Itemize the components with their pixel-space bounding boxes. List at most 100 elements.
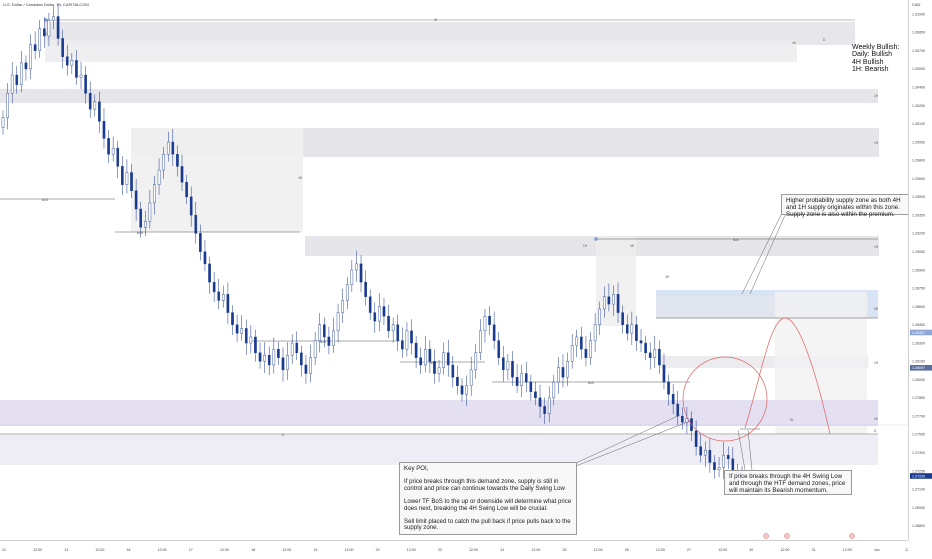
candle-body <box>65 56 69 66</box>
alert-icon[interactable] <box>763 533 769 539</box>
candle-body <box>263 355 266 362</box>
candle-body <box>469 369 473 386</box>
candle-body <box>612 294 615 305</box>
time-tick-label: 12:00 <box>469 548 478 552</box>
candle-body <box>625 324 629 334</box>
candle-body <box>203 251 207 265</box>
candle-body <box>277 348 280 358</box>
candle-body <box>222 294 225 301</box>
candle-body <box>300 352 303 366</box>
candle-body <box>350 269 354 285</box>
price-tick-label: 1.27250 <box>912 469 925 473</box>
price-axis-ticks: 1.31000 1.30850 1.30700 1.30550 1.30400 1.302… <box>910 12 932 528</box>
time-tick-label: 16 <box>127 548 131 552</box>
candle-body <box>240 328 243 334</box>
price-tick-label: 1.29500 <box>912 195 925 199</box>
candle-body <box>460 385 464 395</box>
candle-body <box>401 340 404 350</box>
time-tick-label: 12:00 <box>95 548 104 552</box>
candle-body <box>502 357 505 371</box>
candle-body <box>378 306 381 322</box>
price-tick-label: 1.29350 <box>912 213 925 217</box>
time-tick-label: 19 <box>313 548 317 552</box>
tag-sell: 4H <box>874 307 879 311</box>
price-tick-label: 1.28900 <box>912 268 925 272</box>
candle-body <box>534 391 537 399</box>
candle-body <box>676 403 680 417</box>
time-tick-label: 12:00 <box>905 548 908 552</box>
price-tick-label: 1.29050 <box>912 250 925 254</box>
candle-body <box>580 336 583 350</box>
candle-body <box>231 312 234 325</box>
sell-limit-badge-label: 1.28387 <box>912 331 925 335</box>
tag-daily-2: D <box>823 38 826 42</box>
candle-body <box>304 364 308 374</box>
time-tick-label: Jun <box>874 548 880 552</box>
candle-body <box>511 361 514 378</box>
demand-zone-daily <box>0 435 878 465</box>
time-axis[interactable]: 12 12:00 13 12:00 16 12:00 17 12:00 18 12:00 19 12:… <box>0 540 914 552</box>
breakdown-note-pointer <box>737 429 746 471</box>
replay-icon[interactable] <box>784 533 790 539</box>
candle-body <box>717 467 721 470</box>
price-tick-label: 1.27550 <box>912 433 925 437</box>
time-tick-label: 12:00 <box>718 548 727 552</box>
price-chart[interactable]: W W 4H D 1H 1H 4H BoS BoS 1H 4H BoS 1H 4… <box>0 0 908 540</box>
price-tick-label: 1.28150 <box>912 360 925 364</box>
price-tick-label: 1.27850 <box>912 396 925 400</box>
candle-body <box>208 263 211 283</box>
time-axis-ticks: 12 12:00 13 12:00 16 12:00 17 12:00 18 12:00 19 12:… <box>2 548 914 552</box>
price-tick-label: 1.28600 <box>912 305 925 309</box>
supply-zone-weekly-top <box>45 22 855 45</box>
candle-body <box>244 328 248 344</box>
candle-body <box>387 316 390 332</box>
price-tick-label: 1.27100 <box>912 488 925 492</box>
candle-body <box>648 352 652 358</box>
breakdown-note-pointer-2 <box>747 429 753 471</box>
candle-body <box>235 324 239 334</box>
bias-summary: Weekly Bullish: Daily: Bullish 4H Bullis… <box>852 44 900 74</box>
candle-body <box>658 348 661 366</box>
supply-zone-1h <box>596 236 636 326</box>
candle-body <box>602 296 606 310</box>
supply-zone-note[interactable]: Higher probability supply zone as both 4… <box>781 194 931 217</box>
price-tick-label: 1.29200 <box>912 232 925 236</box>
candle-body <box>653 348 657 358</box>
price-tick-label: 1.26950 <box>912 506 925 510</box>
poi-note-pointer-2 <box>575 420 691 467</box>
price-tick-label: 1.31000 <box>912 12 925 16</box>
supply-note-pointer <box>741 212 783 295</box>
key-poi-note[interactable]: Key POI, If price breaks through this de… <box>399 462 577 535</box>
candle-body <box>267 355 271 366</box>
candle-body <box>116 147 120 167</box>
tag-daily-low: D <box>282 433 285 437</box>
candle-body <box>336 312 340 332</box>
time-tick-label: 12:00 <box>780 548 789 552</box>
candle-body <box>249 336 253 344</box>
candle-body <box>254 336 257 354</box>
price-tick-label: 1.27700 <box>912 414 925 418</box>
tag-bos-2: BoS <box>137 231 143 235</box>
candle-body <box>93 101 97 110</box>
candle-body <box>15 74 19 85</box>
candle-body <box>419 357 422 366</box>
price-axis[interactable]: 1.31000 1.30850 1.30700 1.30550 1.30400 1.302… <box>908 0 932 540</box>
price-tick-label: 1.28300 <box>912 341 925 345</box>
time-tick-label: 12:00 <box>158 548 167 552</box>
chart-plot-area[interactable]: U.S. Dollar / Canadian Dollar, 1h, CAPIT… <box>0 0 931 540</box>
candle-body <box>630 324 634 334</box>
time-tick-label: 25 <box>562 548 566 552</box>
breakdown-note[interactable]: If price breaks through the 4H Swing Low… <box>724 470 852 495</box>
candle-body <box>423 348 427 366</box>
candle-body <box>359 263 363 283</box>
candle-body <box>185 182 188 198</box>
tag-mid: 1H <box>874 141 879 145</box>
candle-body <box>722 454 725 468</box>
tag-upper: 1H <box>874 94 879 98</box>
calendar-icon[interactable] <box>849 533 855 539</box>
candle-body <box>593 324 597 341</box>
candle-body <box>52 16 55 21</box>
candle-body <box>405 330 409 350</box>
time-tick-label: 12:00 <box>594 548 603 552</box>
candle-body <box>318 324 322 341</box>
